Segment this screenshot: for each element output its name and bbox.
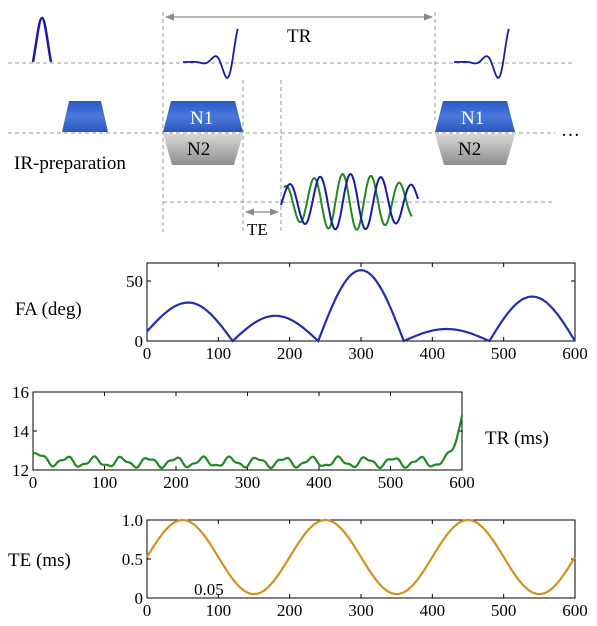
fa-chart: FA (deg) 0 100 200 300 400 500 600 0 50: [15, 262, 588, 363]
tr-xtick-label: 300: [235, 473, 261, 492]
block-1-top-label: N1: [190, 108, 213, 129]
fa-xtick-label: 400: [420, 344, 446, 363]
rf-pulse-1: [183, 28, 239, 79]
rf-pulse-2: [454, 28, 510, 79]
te-xtick-label: 400: [420, 601, 446, 620]
tr-xtick-label: 200: [163, 473, 189, 492]
block-2-bottom-label: N2: [458, 139, 481, 160]
te-xtick-label: 0: [143, 601, 152, 620]
fa-series-line: [146, 269, 576, 343]
te-ylabel: TE (ms): [8, 550, 71, 571]
ir-preparation-label: IR-preparation: [14, 153, 126, 174]
fa-xtick-label: 600: [562, 344, 588, 363]
ir-gradient: [62, 101, 108, 132]
echo-signal-blue: [280, 173, 419, 231]
fa-plot-frame: [146, 262, 576, 342]
inversion-pulse: [31, 16, 53, 63]
te-min-annotation: 0.05: [194, 580, 224, 599]
tr-series-line: [32, 415, 464, 470]
block-2-top-label: N1: [461, 108, 484, 129]
fa-ylabel: FA (deg): [15, 299, 82, 320]
continuation-ellipsis: …: [561, 120, 580, 141]
fa-xtick-label: 100: [206, 344, 232, 363]
te-xtick-label: 500: [491, 601, 517, 620]
te-label: TE: [247, 220, 268, 239]
gradient-block-2-bottom: [435, 134, 515, 165]
tr-ytick-label: 14: [12, 422, 30, 441]
fa-xtick-label: 200: [277, 344, 303, 363]
te-xtick-label: 100: [206, 601, 232, 620]
te-xtick-label: 200: [277, 601, 303, 620]
gradient-block-1-top: [163, 101, 243, 132]
te-ytick-label: 1.0: [122, 511, 143, 530]
tr-xtick-label: 0: [29, 473, 38, 492]
fa-ytick-label: 50: [126, 272, 143, 291]
fa-ticks: 0 100 200 300 400 500 600 0 50: [126, 263, 588, 363]
pulse-sequence-diagram: TR TE N1 N2 N1 N2 … IR-preparation: [8, 12, 580, 239]
te-ticks: 0 100 200 300 400 500 600 0 0.5 1.0: [122, 511, 588, 620]
fa-xtick-label: 300: [348, 344, 374, 363]
gradient-block-2-top: [435, 101, 515, 132]
tr-ytick-label: 12: [12, 461, 29, 480]
fa-ytick-label: 0: [135, 332, 144, 351]
tr-xtick-label: 100: [92, 473, 118, 492]
tr-xtick-label: 400: [306, 473, 332, 492]
tr-chart: TR (ms) 0 100 200 300 400 500 600 12 14 16: [12, 383, 549, 492]
te-xtick-label: 300: [348, 601, 374, 620]
tr-ticks: 0 100 200 300 400 500 600 12 14 16: [12, 383, 475, 492]
te-series-line: [146, 518, 576, 596]
block-1-bottom-label: N2: [187, 139, 210, 160]
fa-xtick-label: 500: [491, 344, 517, 363]
tr-ylabel: TR (ms): [485, 428, 549, 449]
tr-label: TR: [287, 26, 312, 47]
tr-ytick-label: 16: [12, 383, 29, 402]
te-ytick-label: 0: [135, 589, 144, 608]
te-chart: TE (ms) 0 100 200 300 400 500 600 0 0.5 1.0 0.05: [8, 511, 588, 620]
te-xtick-label: 600: [562, 601, 588, 620]
gradient-block-1-bottom: [163, 134, 243, 165]
fa-xtick-label: 0: [143, 344, 152, 363]
te-ytick-label: 0.5: [122, 550, 143, 569]
tr-xtick-label: 600: [449, 473, 475, 492]
tr-xtick-label: 500: [378, 473, 404, 492]
